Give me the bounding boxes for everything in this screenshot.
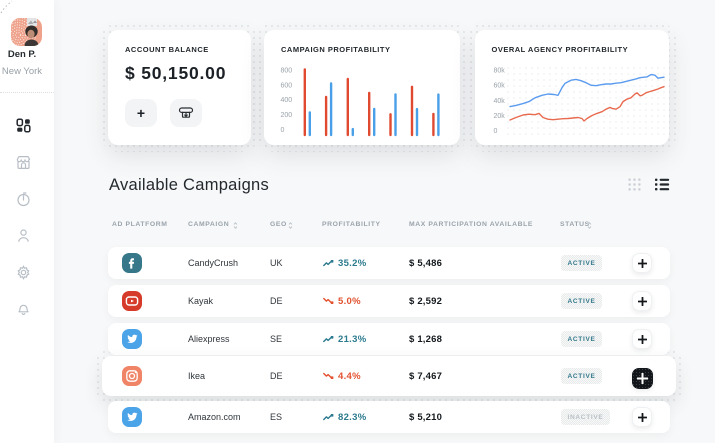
svg-text:400: 400 [281, 97, 293, 104]
svg-text:600: 600 [281, 82, 293, 89]
svg-text:800: 800 [281, 68, 293, 75]
svg-text:200: 200 [281, 112, 293, 119]
svg-text:20k: 20k [494, 113, 506, 120]
svg-text:0: 0 [281, 127, 285, 134]
svg-text:80k: 80k [494, 68, 506, 75]
svg-text:0: 0 [494, 128, 498, 135]
svg-text:60k: 60k [494, 83, 506, 90]
svg-text:40k: 40k [494, 98, 506, 105]
